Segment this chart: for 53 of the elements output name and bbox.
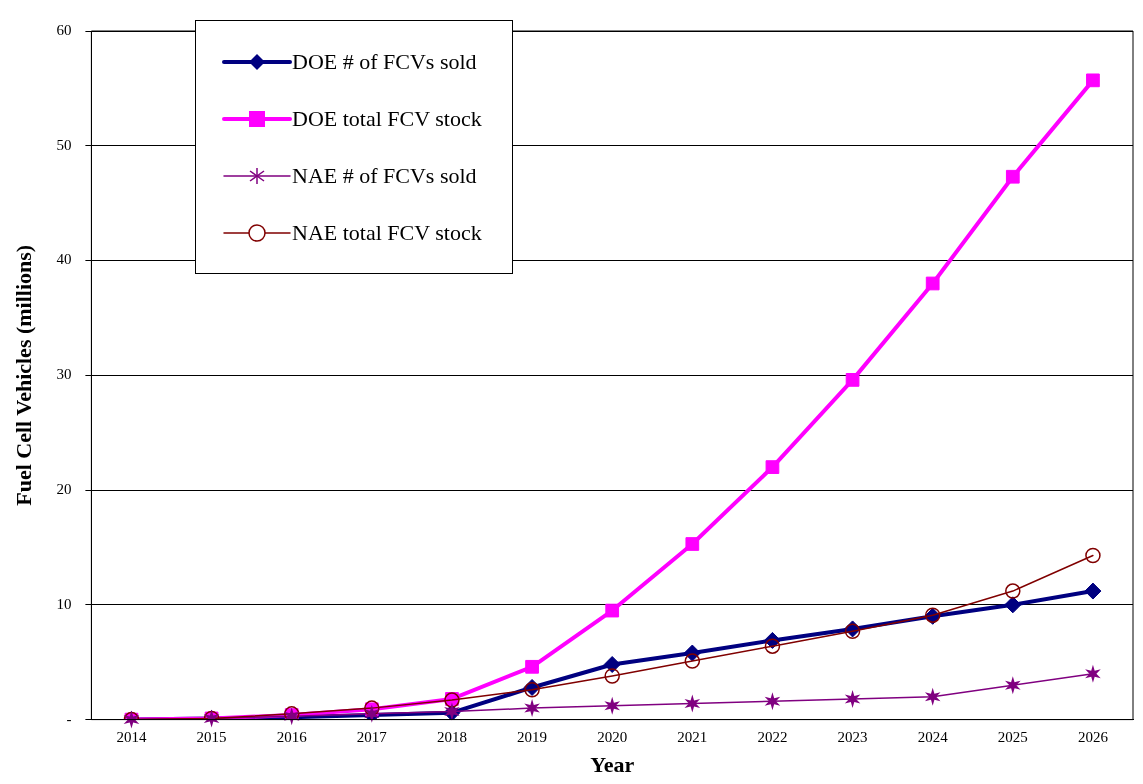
x-tick-label: 2022 <box>757 728 788 745</box>
point <box>1005 169 1020 184</box>
point <box>123 710 140 729</box>
point <box>1005 583 1021 599</box>
x-tick-label: 2024 <box>917 728 949 745</box>
legend-label: DOE total FCV stock <box>292 105 482 132</box>
y-tick-label: 40 <box>56 251 72 268</box>
y-tick-label: 20 <box>56 481 72 497</box>
point <box>925 276 940 291</box>
point <box>604 696 620 715</box>
point <box>924 687 941 706</box>
point <box>684 653 701 669</box>
point <box>1084 582 1102 600</box>
point <box>764 638 781 654</box>
x-tick-label: 2025 <box>997 728 1028 745</box>
point <box>685 537 700 551</box>
y-tick-label: 10 <box>56 595 72 612</box>
point <box>764 692 781 711</box>
point <box>524 682 540 698</box>
y-tick-label: 30 <box>56 366 72 383</box>
point <box>605 603 620 618</box>
point <box>604 668 620 684</box>
x-tick-label: 2017 <box>356 728 388 745</box>
y-axis-title: Fuel Cell Vehicles (millions) <box>10 244 36 506</box>
x-tick-label: 2015 <box>196 728 227 745</box>
point <box>283 707 300 726</box>
legend-label: DOE # of FCVs sold <box>292 48 477 75</box>
point <box>1085 664 1101 683</box>
point <box>1004 596 1022 614</box>
point <box>525 659 539 674</box>
y-tick-label: 50 <box>56 136 72 153</box>
point <box>524 699 540 718</box>
point <box>844 689 861 708</box>
x-tick-label: 2020 <box>597 728 628 745</box>
y-tick-label: 60 <box>56 21 72 38</box>
point <box>765 460 780 474</box>
point <box>845 373 860 387</box>
x-axis-title: Year <box>590 752 635 778</box>
x-tick-label: 2023 <box>837 728 868 745</box>
point <box>1086 73 1100 88</box>
x-tick-label: 2026 <box>1077 728 1109 745</box>
legend-label: NAE # of FCVs sold <box>292 162 477 189</box>
x-tick-label: 2018 <box>436 728 467 745</box>
legend-label: NAE total FCV stock <box>292 219 482 246</box>
x-tick-label: 2016 <box>276 728 308 745</box>
x-tick-label: 2019 <box>517 728 548 745</box>
y-tick-label: - <box>66 710 72 727</box>
point <box>1085 547 1101 564</box>
point <box>603 656 621 674</box>
point <box>684 694 701 713</box>
x-tick-label: 2014 <box>116 728 147 745</box>
point <box>1005 676 1021 695</box>
x-tick-label: 2021 <box>677 728 708 745</box>
